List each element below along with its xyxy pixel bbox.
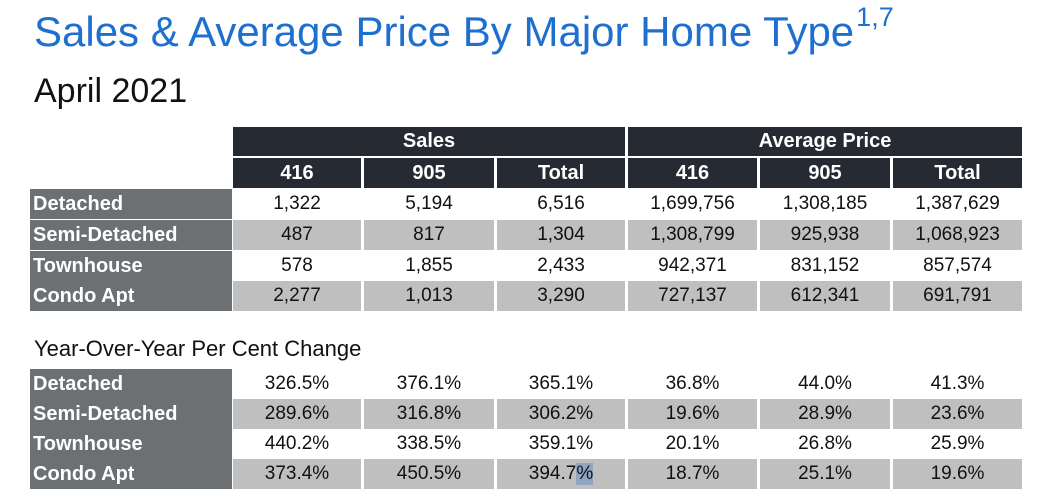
text-selection-highlight[interactable]: % [576,463,594,485]
table-cell: 1,068,923 [893,220,1022,250]
table-cell: 26.8% [798,433,852,454]
table-cell: 1,699,756 [650,193,735,214]
table-cell: 612,341 [760,281,890,311]
table-cell: 857,574 [923,255,992,276]
table-cell: 23.6% [893,399,1022,429]
row-label-townhouse: Townhouse [30,251,232,281]
row-label-semi-detached: Semi-Detached [30,220,232,250]
table-cell: 41.3% [930,373,985,394]
table-cell: 373.4% [233,459,361,489]
title-text: Sales & Average Price By Major Home Type [34,8,855,55]
column-header-price-416: 416 [628,158,757,188]
table-cell: 25.1% [760,459,890,489]
row-label-condo-apt: Condo Apt [30,281,232,311]
table-cell: 365.1% [528,373,594,394]
row-label-semi-detached: Semi-Detached [30,399,232,429]
table-cell: 925,938 [760,220,890,250]
table-cell: 376.1% [396,373,462,394]
table-cell: 28.9% [760,399,890,429]
group-header-average-price: Average Price [628,127,1022,156]
cell-text: 394.7 [528,463,577,484]
table-cell: 831,152 [790,255,860,276]
table-cell: 19.6% [893,459,1022,489]
table-cell: 44.0% [798,373,852,394]
column-header-sales-total: Total [497,158,625,188]
row-label-condo-apt: Condo Apt [30,459,232,489]
table-cell: 6,516 [537,193,585,214]
table-cell: 727,137 [628,281,757,311]
column-header-sales-416: 416 [233,158,361,188]
title-footnote: 1,7 [856,2,894,32]
table-cell: 5,194 [405,193,453,214]
table-cell-selected[interactable]: 394.7% [497,459,625,489]
table-cell: 1,308,799 [628,220,757,250]
row-label-detached: Detached [30,369,232,399]
table-cell: 440.2% [264,433,330,454]
table-cell: 306.2% [497,399,625,429]
table-cell: 691,791 [893,281,1022,311]
row-label-detached: Detached [30,189,232,219]
group-header-sales: Sales [233,127,625,156]
table-cell: 326.5% [264,373,330,394]
table-cell: 316.8% [364,399,494,429]
table-cell: 338.5% [396,433,462,454]
table-cell: 942,371 [658,255,727,276]
table-cell: 1,308,185 [782,193,868,214]
table-cell: 289.6% [233,399,361,429]
column-header-sales-905: 905 [364,158,494,188]
table-cell: 450.5% [364,459,494,489]
table-cell: 19.6% [628,399,757,429]
column-header-price-905: 905 [760,158,890,188]
table-cell: 18.7% [628,459,757,489]
table-cell: 817 [364,220,494,250]
page-subtitle: April 2021 [34,72,188,110]
page-title: Sales & Average Price By Major Home Type… [34,2,894,56]
column-header-price-total: Total [893,158,1022,188]
table-cell: 1,304 [497,220,625,250]
table-cell: 1,322 [273,193,321,214]
table-cell: 25.9% [930,433,985,454]
table-cell: 36.8% [665,373,720,394]
table-cell: 2,277 [233,281,361,311]
table-cell: 578 [281,255,313,276]
table-cell: 3,290 [497,281,625,311]
table-cell: 359.1% [528,433,594,454]
row-label-townhouse: Townhouse [30,429,232,459]
table-cell: 1,013 [364,281,494,311]
table-cell: 20.1% [665,433,720,454]
table-cell: 1,855 [405,255,453,276]
table-cell: 487 [233,220,361,250]
table-cell: 2,433 [537,255,585,276]
table-cell: 1,387,629 [915,193,1000,214]
section-title-yoy: Year-Over-Year Per Cent Change [34,336,362,361]
